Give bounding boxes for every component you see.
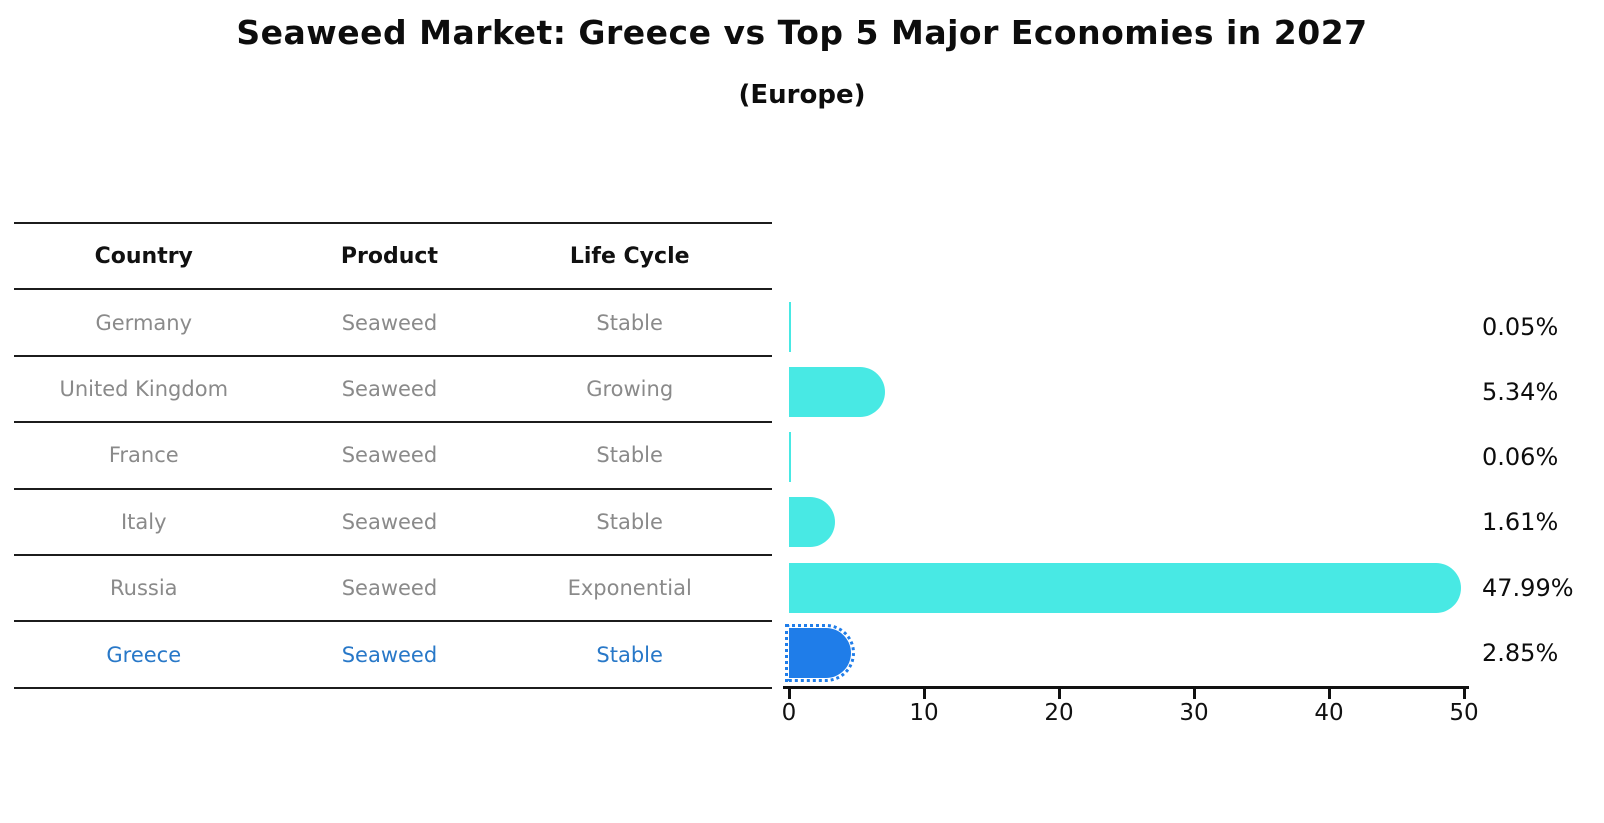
bar-value-label-russia: 47.99% (1482, 573, 1574, 602)
bar-value-label-greece: 2.85% (1482, 639, 1559, 667)
x-axis-tick-label: 40 (1314, 700, 1344, 726)
cell-product: Seaweed (341, 310, 438, 335)
cell-country: Italy (120, 509, 167, 534)
cell-life-cycle: Stable (596, 509, 663, 534)
bar-germany (789, 301, 791, 352)
table-row-france: France Seaweed Stable (14, 423, 772, 490)
bar-greece (784, 624, 856, 682)
x-axis-line (783, 686, 1469, 689)
bar-france (789, 432, 791, 483)
cell-life-cycle: Stable (596, 443, 663, 468)
cell-product: Seaweed (341, 376, 438, 401)
x-axis-tick-label: 20 (1044, 700, 1074, 726)
x-axis-tick-label: 0 (781, 700, 797, 726)
x-axis-tick-label: 50 (1449, 700, 1479, 726)
x-axis-tick (787, 689, 791, 699)
column-header-product: Product (340, 243, 438, 269)
bar-value-label-france: 0.06% (1482, 443, 1559, 472)
cell-product: Seaweed (341, 642, 438, 667)
x-axis-tick (922, 689, 926, 699)
comparison-table: Country Product Life Cycle Germany Seaweed St… (14, 222, 772, 689)
x-axis-tick (1192, 689, 1196, 699)
column-header-life-cycle: Life Cycle (569, 243, 690, 269)
x-axis-tick (1462, 689, 1466, 699)
bar-value-label-germany: 0.05% (1482, 312, 1559, 341)
cell-product: Seaweed (341, 509, 438, 534)
x-axis-tick (1057, 689, 1061, 699)
table-header-row: Country Product Life Cycle (14, 224, 772, 291)
cell-country: Greece (106, 642, 182, 667)
table-row-greece: Greece Seaweed Stable (14, 622, 772, 689)
table-row-united-kingdom: United Kingdom Seaweed Growing (14, 357, 772, 424)
x-axis-tick-label: 30 (1179, 700, 1209, 726)
cell-product: Seaweed (341, 576, 438, 601)
bar-value-label-italy: 1.61% (1482, 508, 1559, 537)
chart-title: Seaweed Market: Greece vs Top 5 Major Ec… (236, 13, 1368, 52)
x-axis-tick-label: 10 (909, 700, 939, 726)
cell-life-cycle: Stable (596, 310, 663, 335)
table-row-russia: Russia Seaweed Exponential (14, 556, 772, 623)
cell-product: Seaweed (341, 443, 438, 468)
x-axis-tick (1327, 689, 1331, 699)
cell-country: Russia (109, 576, 178, 601)
cell-life-cycle: Exponential (567, 576, 692, 601)
column-header-country: Country (94, 243, 193, 269)
cell-country: United Kingdom (59, 376, 229, 401)
cell-country: Germany (95, 310, 193, 335)
chart-subtitle: (Europe) (738, 80, 866, 110)
bar-united-kingdom (789, 366, 886, 417)
table-row-germany: Germany Seaweed Stable (14, 290, 772, 357)
bar-russia (789, 562, 1461, 613)
table-row-italy: Italy Seaweed Stable (14, 490, 772, 556)
cell-country: France (108, 443, 179, 468)
cell-life-cycle: Stable (596, 642, 663, 667)
cell-life-cycle: Growing (586, 376, 674, 401)
bar-value-label-united-kingdom: 5.34% (1482, 377, 1559, 406)
bar-italy (789, 497, 835, 548)
